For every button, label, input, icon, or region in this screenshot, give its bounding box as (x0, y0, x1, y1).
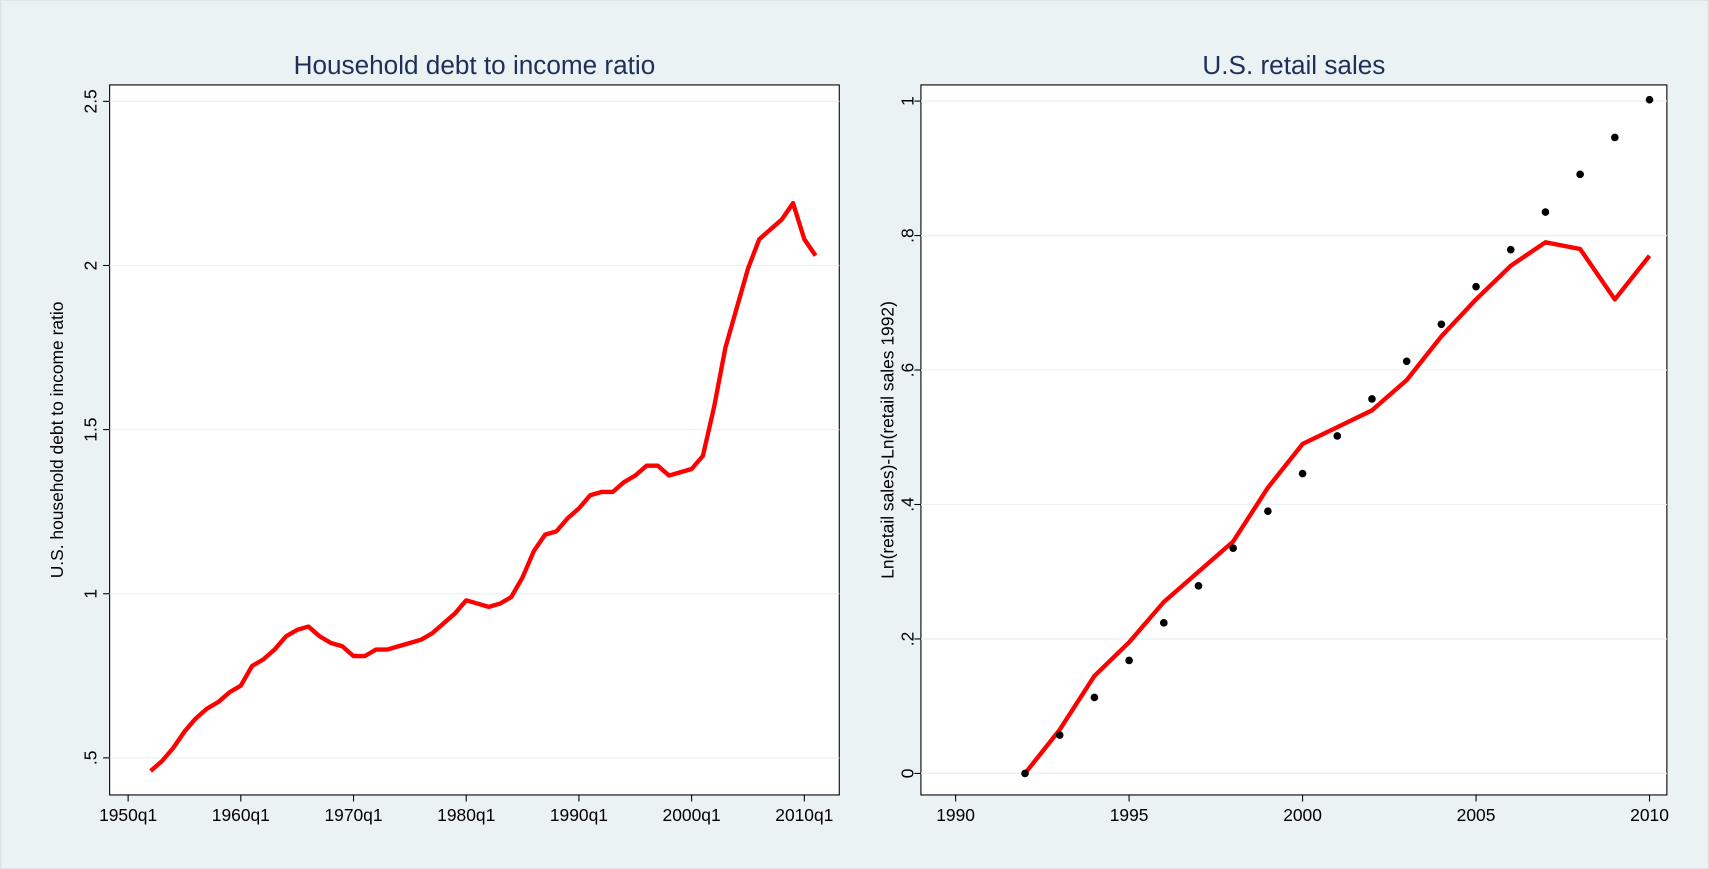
data-point (1159, 619, 1168, 627)
data-point (1229, 544, 1237, 553)
y-axis-title: U.S. household debt to income ratio (47, 302, 67, 579)
data-point (1333, 432, 1342, 440)
y-tick-label: 2.5 (81, 89, 101, 113)
data-point (1368, 395, 1376, 403)
data-point (1264, 507, 1272, 516)
x-tick-label: 1980q1 (437, 805, 495, 825)
data-point (1541, 208, 1550, 216)
x-tick-label: 2000q1 (663, 805, 721, 825)
x-tick-label: 2000 (1283, 805, 1322, 825)
data-point (1055, 731, 1064, 739)
data-point (1194, 582, 1203, 590)
y-tick-label: .4 (897, 497, 917, 512)
x-tick-label: 1970q1 (324, 805, 382, 825)
chart-title: Household debt to income ratio (294, 50, 656, 80)
x-tick-label: 1950q1 (99, 805, 157, 825)
x-tick-label: 2010q1 (775, 805, 833, 825)
data-point (1402, 357, 1411, 366)
data-line (149, 200, 818, 773)
data-point (1021, 769, 1029, 778)
x-tick-label: 1960q1 (212, 805, 270, 825)
data-point (1090, 693, 1099, 702)
y-tick-label: .2 (897, 632, 917, 647)
data-point (1125, 656, 1133, 665)
data-point (1576, 170, 1584, 179)
y-axis-title: Ln(retail sales)-Ln(retail sales 1992) (878, 301, 898, 579)
y-tick-label: 2 (81, 261, 101, 271)
data-point (1611, 133, 1619, 142)
y-tick-label: 0 (897, 769, 917, 779)
x-tick-label: 2005 (1457, 805, 1496, 825)
y-tick-label: .8 (897, 228, 917, 243)
x-tick-label: 2010 (1630, 805, 1669, 825)
chart-title: U.S. retail sales (1202, 50, 1385, 80)
y-tick-label: .5 (81, 751, 101, 766)
y-tick-label: 1 (897, 96, 917, 106)
x-tick-label: 1990 (936, 805, 975, 825)
plot-area (109, 84, 840, 796)
data-point (1298, 469, 1307, 478)
data-line (1023, 240, 1652, 775)
x-tick-label: 1995 (1110, 805, 1149, 825)
data-point (1645, 95, 1654, 104)
plot-area (920, 84, 1668, 796)
y-tick-label: 1 (81, 589, 101, 599)
data-point (1472, 282, 1480, 291)
x-tick-label: 1990q1 (550, 805, 608, 825)
y-tick-label: 1.5 (81, 418, 101, 442)
data-point (1437, 320, 1446, 329)
data-point (1506, 245, 1515, 254)
y-tick-label: .6 (897, 363, 917, 378)
